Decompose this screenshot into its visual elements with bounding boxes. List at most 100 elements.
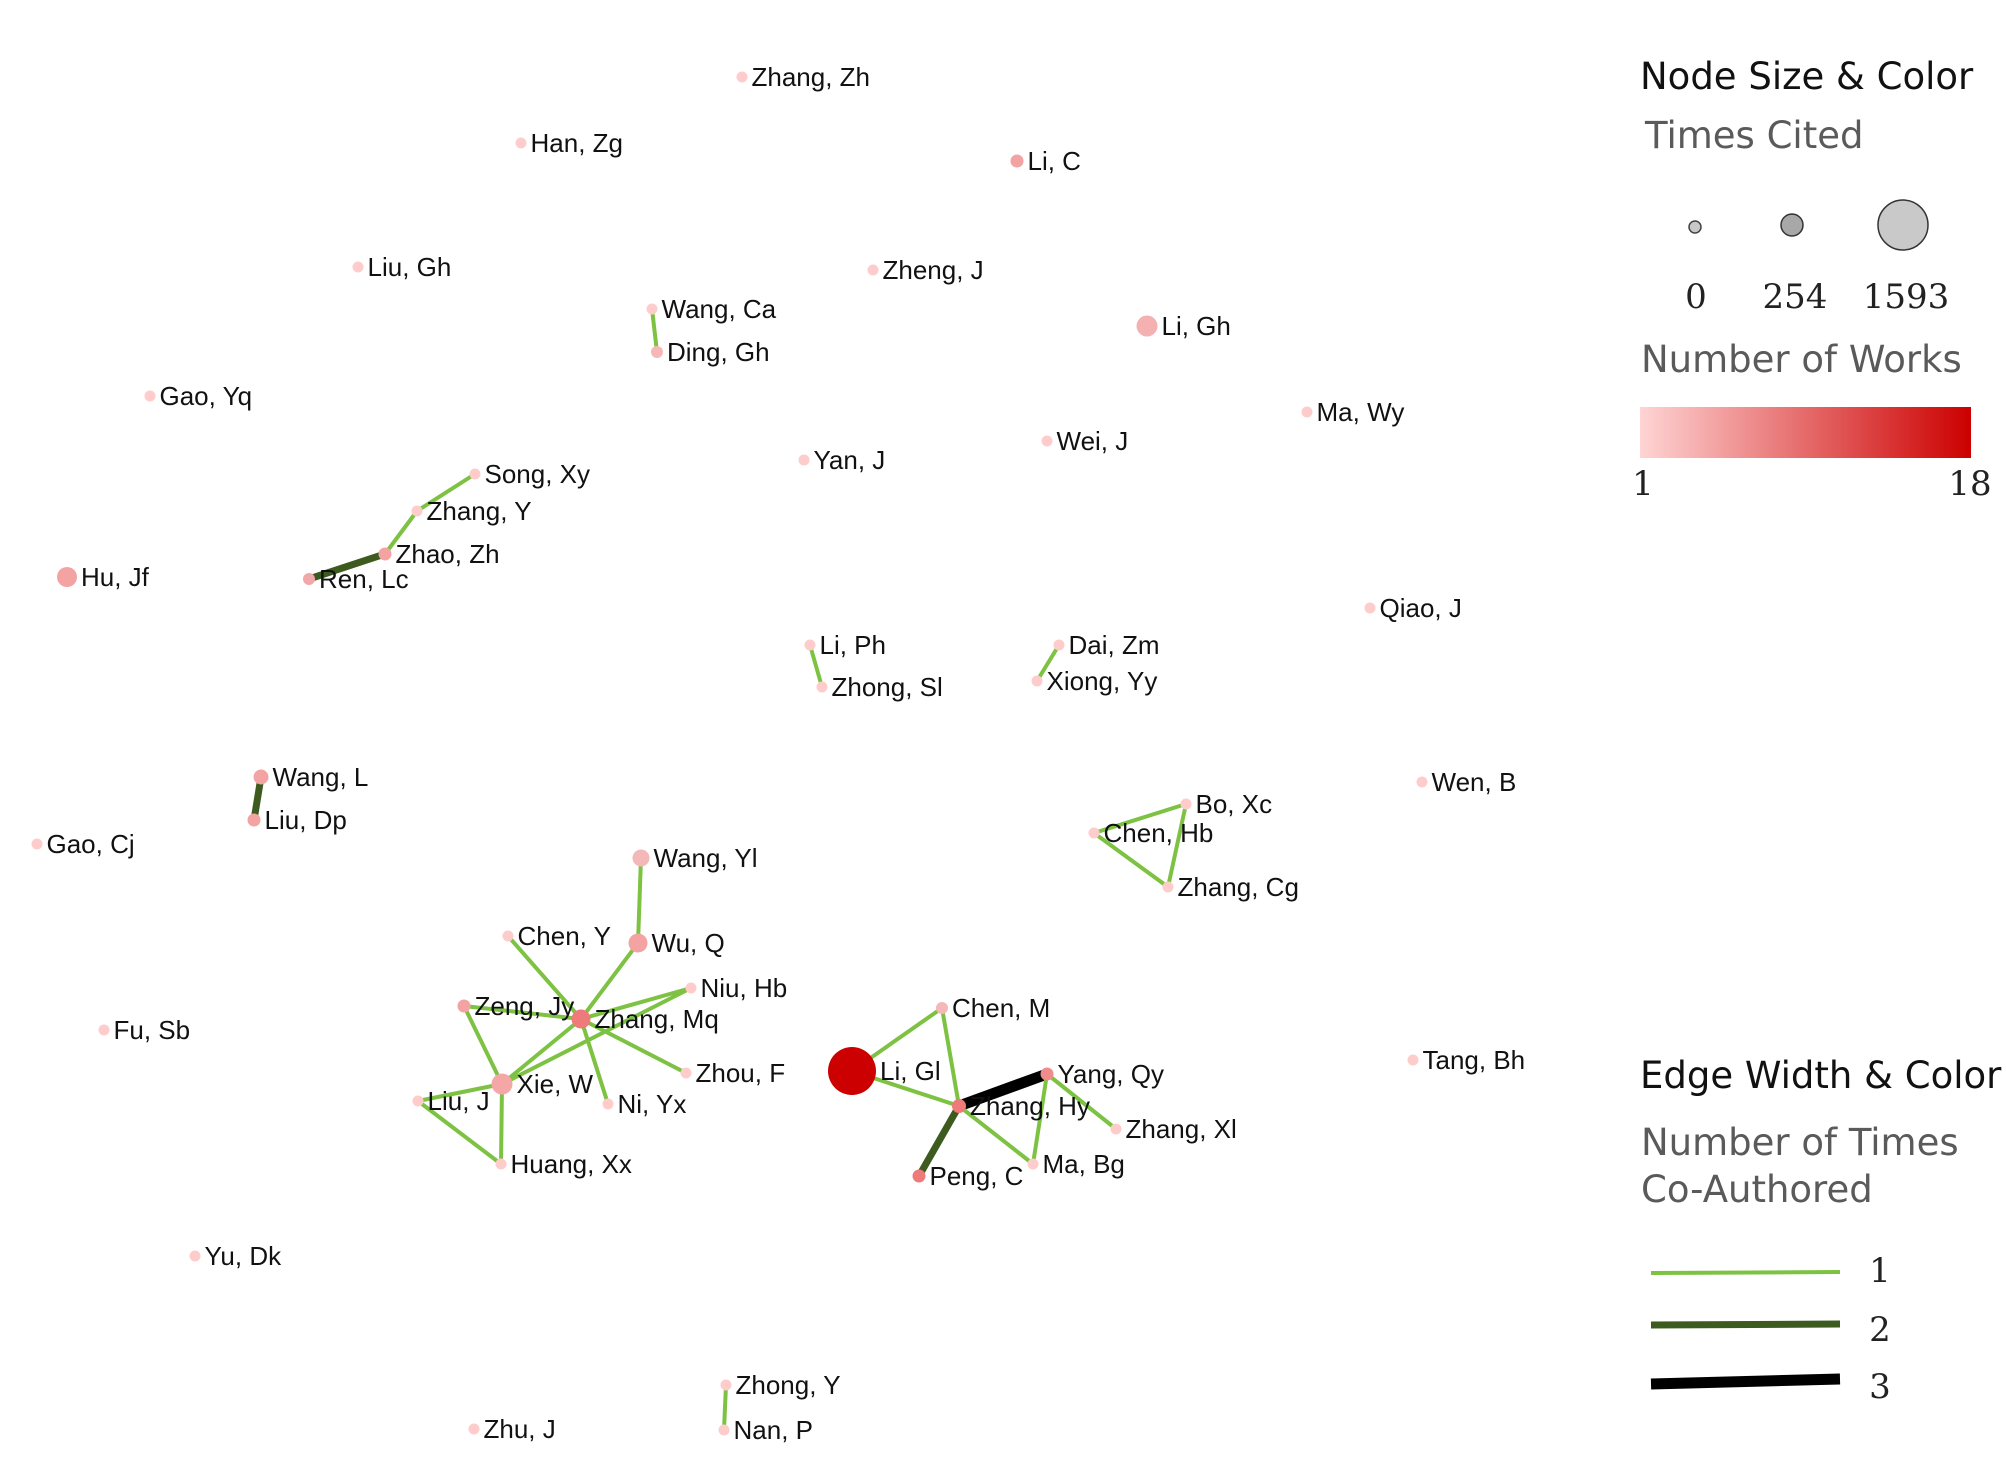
node-wen-b[interactable] [1416, 776, 1428, 788]
node-zhang-mq[interactable] [571, 1009, 591, 1029]
node-peng-c[interactable] [912, 1169, 926, 1183]
edge-ni-yx-zhang-mq [579, 1017, 610, 1106]
edge-legend-label-3: 3 [1869, 1367, 1891, 1407]
node-label-yu-dk: Yu, Dk [205, 1241, 283, 1271]
node-label-zhang-y: Zhang, Y [427, 496, 532, 526]
node-label-xiong-yy: Xiong, Yy [1047, 666, 1158, 696]
node-zhong-y[interactable] [720, 1379, 732, 1391]
node-bo-xc[interactable] [1180, 798, 1192, 810]
edge-dai-zm-xiong-yy [1035, 643, 1061, 683]
node-zhu-j[interactable] [468, 1423, 480, 1435]
node-label-liu-dp: Liu, Dp [265, 805, 347, 835]
edge-legend-label-1: 1 [1869, 1251, 1891, 1291]
node-zeng-jy[interactable] [457, 999, 471, 1013]
node-wang-l[interactable] [253, 769, 269, 785]
size-legend-small-circle [1688, 220, 1702, 234]
node-ma-wy[interactable] [1301, 406, 1313, 418]
edge-legend-title: Edge Width & Color [1640, 1054, 2002, 1097]
node-label-ren-lc: Ren, Lc [319, 564, 409, 594]
node-label-li-c: Li, C [1028, 146, 1081, 176]
node-label-chen-hb: Chen, Hb [1104, 818, 1214, 848]
edge-liu-j-huang-xx [416, 1099, 503, 1166]
node-li-gl[interactable] [828, 1047, 876, 1095]
node-zhang-y[interactable] [411, 505, 423, 517]
node-liu-dp[interactable] [247, 813, 261, 827]
node-wang-yl[interactable] [632, 849, 650, 867]
node-zhong-sl[interactable] [816, 681, 828, 693]
edge-zhang-hy-yang-qy [953, 1068, 1053, 1112]
node-gao-yq[interactable] [144, 390, 156, 402]
edge-wang-ca-ding-gh [650, 307, 659, 354]
node-label-liu-j: Liu, J [428, 1086, 490, 1116]
edge-zhao-zh-ren-lc [305, 550, 389, 583]
node-legend-title: Node Size & Color [1640, 55, 1974, 98]
node-li-gh[interactable] [1136, 315, 1158, 337]
node-label-ma-bg: Ma, Bg [1043, 1149, 1125, 1179]
node-liu-gh[interactable] [352, 261, 364, 273]
node-zheng-j[interactable] [867, 264, 879, 276]
node-yan-j[interactable] [798, 454, 810, 466]
node-zhang-xl[interactable] [1110, 1123, 1122, 1135]
edge-zeng-jy-zhang-mq [462, 1004, 583, 1021]
node-label-peng-c: Peng, C [930, 1161, 1024, 1191]
node-chen-m[interactable] [936, 1002, 948, 1014]
node-zhou-f[interactable] [680, 1067, 692, 1079]
node-wei-j[interactable] [1041, 435, 1053, 447]
node-zhao-zh[interactable] [378, 547, 392, 561]
node-label-qiao-j: Qiao, J [1380, 593, 1462, 623]
edge-chen-m-zhang-hy [940, 1006, 961, 1108]
node-zhang-cg[interactable] [1162, 881, 1174, 893]
node-li-ph[interactable] [804, 639, 816, 651]
node-zhang-zh[interactable] [736, 71, 748, 83]
node-ma-bg[interactable] [1027, 1158, 1039, 1170]
node-niu-hb[interactable] [685, 982, 697, 994]
node-chen-hb[interactable] [1088, 827, 1100, 839]
node-xiong-yy[interactable] [1031, 675, 1043, 687]
node-gao-cj[interactable] [31, 838, 43, 850]
size-legend-tick-2: 1593 [1863, 277, 1950, 317]
node-label-ding-gh: Ding, Gh [667, 337, 770, 367]
node-label-zhang-zh: Zhang, Zh [752, 62, 871, 92]
node-li-c[interactable] [1010, 154, 1024, 168]
node-nan-p[interactable] [718, 1424, 730, 1436]
color-legend-max: 18 [1948, 464, 1991, 504]
node-label-wu-q: Wu, Q [652, 928, 725, 958]
node-dai-zm[interactable] [1053, 639, 1065, 651]
node-label-zeng-jy: Zeng, Jy [475, 991, 575, 1021]
edge-zhang-hy-ma-bg [957, 1104, 1035, 1166]
edge-legend-line-1 [1650, 1270, 1841, 1275]
node-xie-w[interactable] [491, 1073, 513, 1095]
node-label-li-gh: Li, Gh [1162, 311, 1231, 341]
node-label-nan-p: Nan, P [734, 1415, 814, 1445]
node-label-wei-j: Wei, J [1057, 426, 1129, 456]
node-ding-gh[interactable] [651, 346, 663, 358]
edge-niu-hb-zhang-mq [579, 986, 693, 1021]
size-legend-tick-0: 0 [1685, 277, 1707, 317]
size-legend-medium-circle [1780, 213, 1804, 237]
node-wang-ca[interactable] [646, 303, 658, 315]
color-legend-min: 1 [1632, 464, 1654, 504]
node-yu-dk[interactable] [189, 1250, 201, 1262]
node-ren-lc[interactable] [303, 573, 315, 585]
node-tang-bh[interactable] [1407, 1054, 1419, 1066]
node-label-liu-gh: Liu, Gh [368, 252, 452, 282]
node-wu-q[interactable] [628, 933, 648, 953]
node-zhang-hy[interactable] [952, 1099, 966, 1113]
edge-zhang-hy-peng-c [915, 1102, 963, 1180]
node-qiao-j[interactable] [1364, 602, 1376, 614]
color-legend-subtitle: Number of Works [1641, 338, 1962, 381]
node-yang-qy[interactable] [1040, 1067, 1054, 1081]
node-song-xy[interactable] [469, 468, 481, 480]
node-huang-xx[interactable] [495, 1158, 507, 1170]
node-label-xie-w: Xie, W [517, 1069, 594, 1099]
node-label-tang-bh: Tang, Bh [1423, 1045, 1526, 1075]
node-chen-y[interactable] [502, 930, 514, 942]
node-fu-sb[interactable] [98, 1024, 110, 1036]
node-ni-yx[interactable] [602, 1098, 614, 1110]
node-hu-jf[interactable] [57, 567, 77, 587]
size-legend-subtitle: Times Cited [1644, 114, 1863, 157]
node-liu-j[interactable] [412, 1095, 424, 1107]
edge-xie-w-liu-j [416, 1082, 504, 1103]
node-han-zg[interactable] [515, 137, 527, 149]
edge-legend-label-2: 2 [1869, 1310, 1891, 1350]
